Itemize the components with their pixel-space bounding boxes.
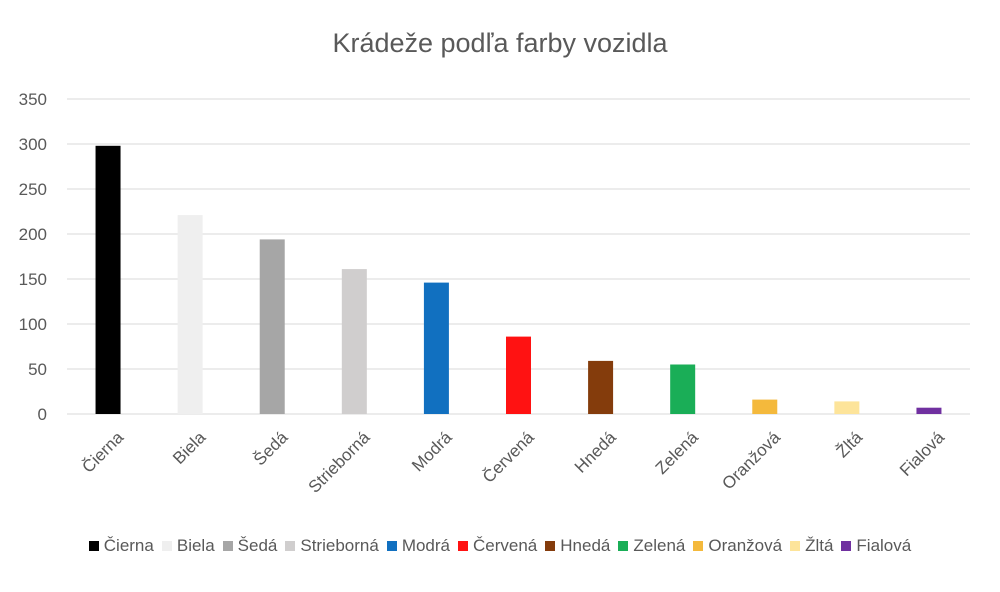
legend-swatch xyxy=(285,541,296,551)
legend-label: Žltá xyxy=(805,536,834,555)
legend-swatch xyxy=(458,541,468,551)
bar-11 xyxy=(916,407,942,414)
y-tick-label: 100 xyxy=(19,315,47,334)
legend-swatch xyxy=(618,541,629,551)
x-tick-label: Strieborná xyxy=(305,427,374,496)
y-tick-label: 0 xyxy=(38,405,47,424)
bar-2 xyxy=(177,215,203,414)
legend-item: Hnedá xyxy=(545,536,610,556)
x-tick-label: Zelená xyxy=(652,427,703,478)
bar-1 xyxy=(95,145,121,415)
bar-4 xyxy=(341,269,367,414)
legend-swatch xyxy=(222,541,233,551)
legend-label: Čierna xyxy=(103,536,154,555)
bar-10 xyxy=(834,401,860,414)
bar-5 xyxy=(423,282,449,414)
bar-3 xyxy=(259,239,285,414)
legend-label: Strieborná xyxy=(300,536,379,555)
legend-label: Biela xyxy=(176,536,215,555)
x-tick-label: Biela xyxy=(169,427,210,468)
legend-item: Žltá xyxy=(790,536,833,556)
x-tick-label: Hnedá xyxy=(571,427,620,476)
legend-item: Modrá xyxy=(386,536,450,556)
y-tick-label: 300 xyxy=(19,135,47,154)
y-tick-label: 50 xyxy=(28,360,47,379)
x-tick-label: Fialová xyxy=(896,427,949,480)
legend-item: Šedá xyxy=(222,536,278,556)
y-tick-label: 200 xyxy=(19,225,47,244)
x-tick-label: Červená xyxy=(479,427,538,486)
bar-8 xyxy=(670,364,696,414)
legend-item: Fialová xyxy=(841,536,911,556)
legend-label: Zelená xyxy=(633,536,686,555)
legend-swatch xyxy=(88,541,99,551)
x-tick-label: Oranžová xyxy=(718,427,784,493)
legend-label: Fialová xyxy=(856,536,912,555)
legend-label: Oranžová xyxy=(708,536,783,555)
legend-label: Šedá xyxy=(237,536,278,555)
legend-label: Červená xyxy=(473,536,538,555)
chart-title: Krádeže podľa farby vozidla xyxy=(332,28,668,58)
x-tick-label: Žltá xyxy=(833,427,867,461)
legend-swatch xyxy=(790,541,801,551)
legend-swatch xyxy=(545,541,556,551)
bar-9 xyxy=(752,399,778,414)
legend-item: Biela xyxy=(161,536,215,556)
legend-label: Modrá xyxy=(401,536,450,555)
legend-item: Strieborná xyxy=(285,536,379,556)
y-tick-label: 350 xyxy=(19,90,47,109)
x-tick-label: Modrá xyxy=(408,427,456,475)
legend-swatch xyxy=(693,541,704,551)
legend-swatch xyxy=(841,541,852,551)
y-tick-label: 150 xyxy=(19,270,47,289)
legend-item: Zelená xyxy=(618,536,685,556)
bar-7 xyxy=(588,360,614,414)
x-tick-label: Šedá xyxy=(250,427,292,469)
legend-swatch xyxy=(161,541,172,551)
legend-item: Červená xyxy=(458,536,537,556)
legend-item: Čierna xyxy=(88,536,154,556)
bar-6 xyxy=(506,336,531,414)
legend-item: Oranžová xyxy=(693,536,782,556)
legend-label: Hnedá xyxy=(560,536,611,555)
legend-swatch xyxy=(386,541,397,551)
x-tick-label: Čierna xyxy=(78,427,127,476)
legend: Čierna Biela Šedá Strieborná Modrá Červená Hne… xyxy=(0,536,1000,556)
y-tick-label: 250 xyxy=(19,180,47,199)
